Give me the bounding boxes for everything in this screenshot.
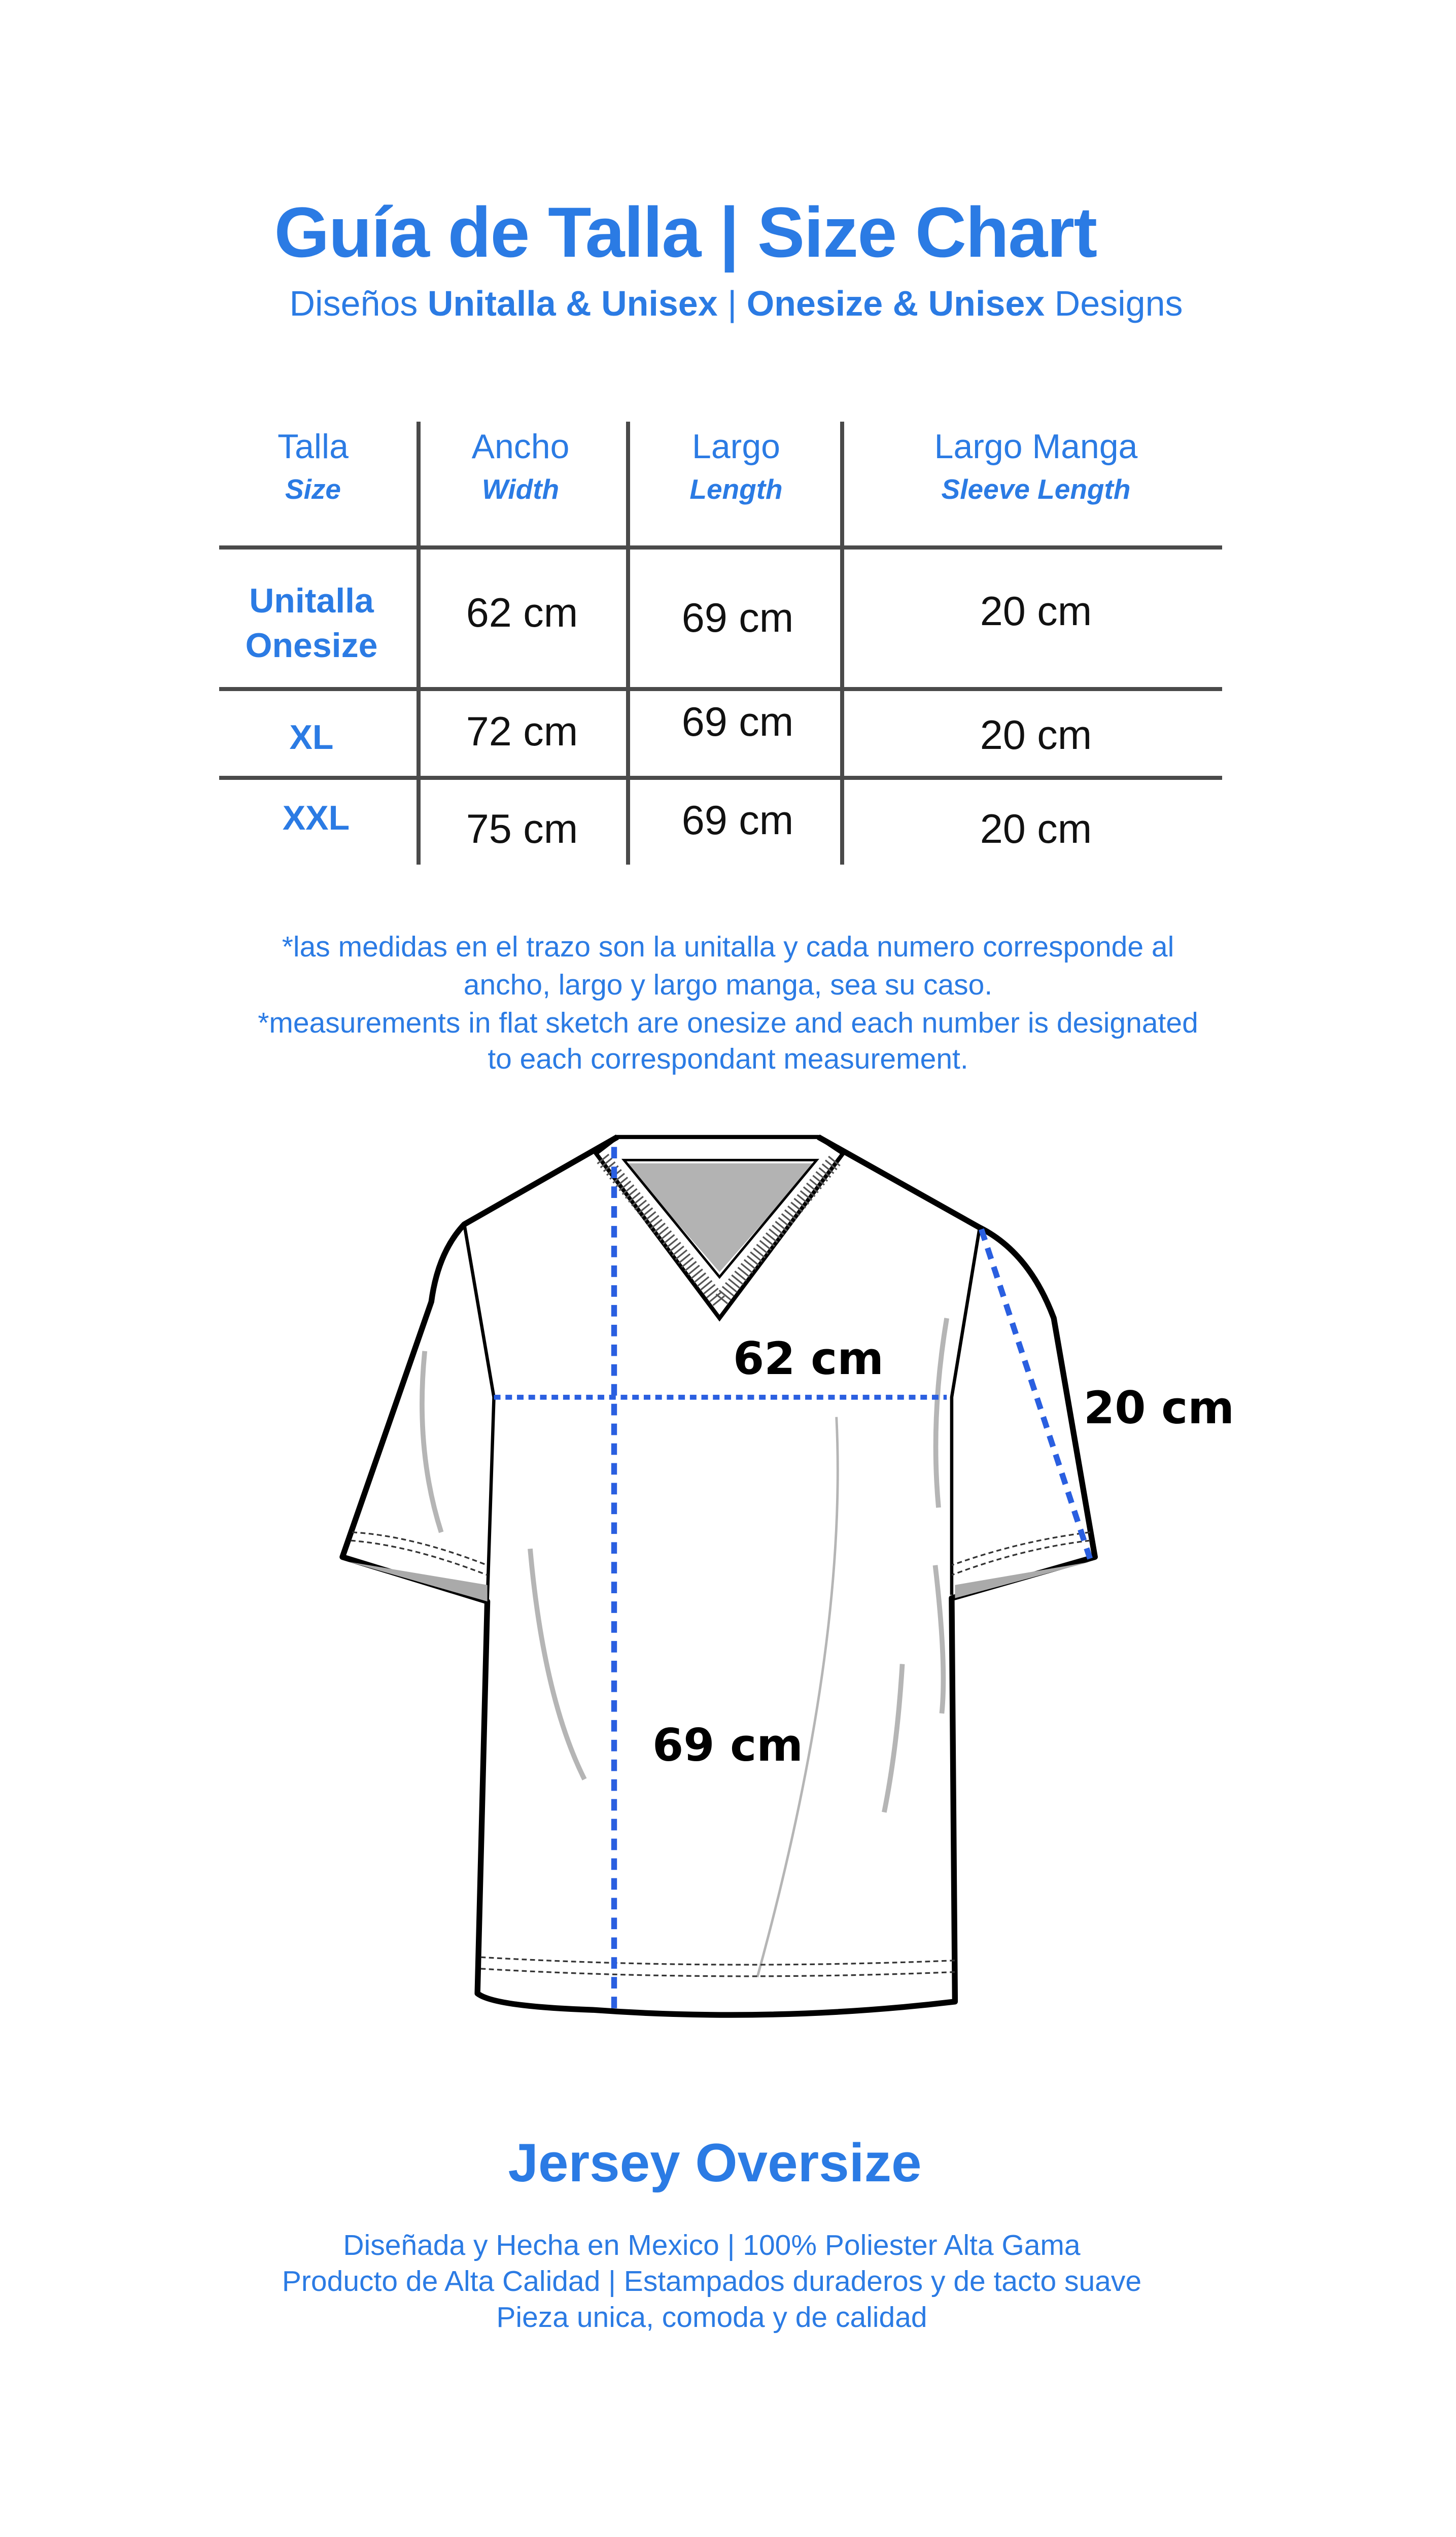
column-header-sleeve: Largo Manga Sleeve Length [934,425,1138,510]
header-es: Talla [278,427,349,466]
page-title: Guía de Talla | Size Chart [274,192,1098,272]
table-divider [840,422,844,865]
table-divider [219,687,1222,691]
header-es: Largo Manga [934,427,1138,466]
cell-sleeve: 20 cm [980,712,1092,758]
subtitle-bold: Unitalla & Unisex [427,284,718,323]
row-label-onesize: Unitalla Onesize [246,578,378,668]
note-line: *measurements in flat sketch are onesize… [258,1007,1198,1039]
length-measure-label: 69 cm [652,1719,803,1771]
header-es: Largo [692,427,780,466]
header-es: Ancho [471,427,570,466]
sleeve-measure-label: 20 cm [1084,1382,1234,1434]
note-line: *las medidas en el trazo son la unitalla… [282,931,1174,963]
cell-sleeve: 20 cm [980,589,1092,634]
inner-collar [626,1163,815,1273]
column-header-width: Ancho Width [472,425,570,510]
product-name: Jersey Oversize [508,2132,922,2193]
header-en: Sleeve Length [941,473,1131,505]
size-name: Unitalla [249,581,374,620]
collar-rib [593,1135,846,1322]
page-subtitle: Diseños Unitalla & Unisex | Onesize & Un… [289,283,1183,324]
cell-length: 69 cm [681,595,794,641]
note-line: to each correspondant measurement. [488,1043,968,1075]
row-label-xl: XL [289,718,334,757]
column-header-size: Talla Size [278,425,349,510]
column-header-length: Largo Length [689,425,782,510]
size-name: Onesize [245,626,378,665]
product-info-line: Producto de Alta Calidad | Estampados du… [282,2265,1142,2298]
armhole-seam-right [950,1227,982,1595]
product-info-line: Pieza unica, comoda y de calidad [496,2301,927,2334]
header-en: Length [689,473,783,505]
table-divider [219,776,1222,780]
subtitle-bold: Onesize & Unisex [746,284,1045,323]
bottom-hem-stitch [480,1956,955,1977]
cell-width: 62 cm [466,590,578,636]
armhole-seam-left [462,1224,496,1602]
collar-rib [621,1158,819,1279]
header-en: Width [481,473,560,505]
cell-width: 72 cm [466,709,578,755]
product-info-line: Diseñada y Hecha en Mexico | 100% Polies… [343,2229,1081,2261]
cell-length: 69 cm [681,699,794,745]
jersey-flat-sketch [339,1134,1098,2018]
subtitle-text: Diseños [289,284,428,323]
note-line: ancho, largo y largo manga, sea su caso. [463,969,993,1001]
cell-length: 69 cm [681,798,794,843]
subtitle-text: Designs [1045,284,1183,323]
subtitle-sep: | [717,284,747,323]
width-measure-label: 62 cm [733,1332,884,1385]
shirt-shading [420,1318,949,1977]
sleeve-hem-stitch [351,1531,1090,1576]
table-divider [219,545,1222,550]
header-en: Size [285,473,341,505]
shirt-outline [339,1134,1098,2018]
measurement-lines [494,1147,1093,2013]
cell-width: 75 cm [466,806,578,852]
row-label-xxl: XXL [282,799,350,837]
cell-sleeve: 20 cm [980,806,1092,852]
table-divider [417,422,421,865]
table-divider [626,422,630,865]
